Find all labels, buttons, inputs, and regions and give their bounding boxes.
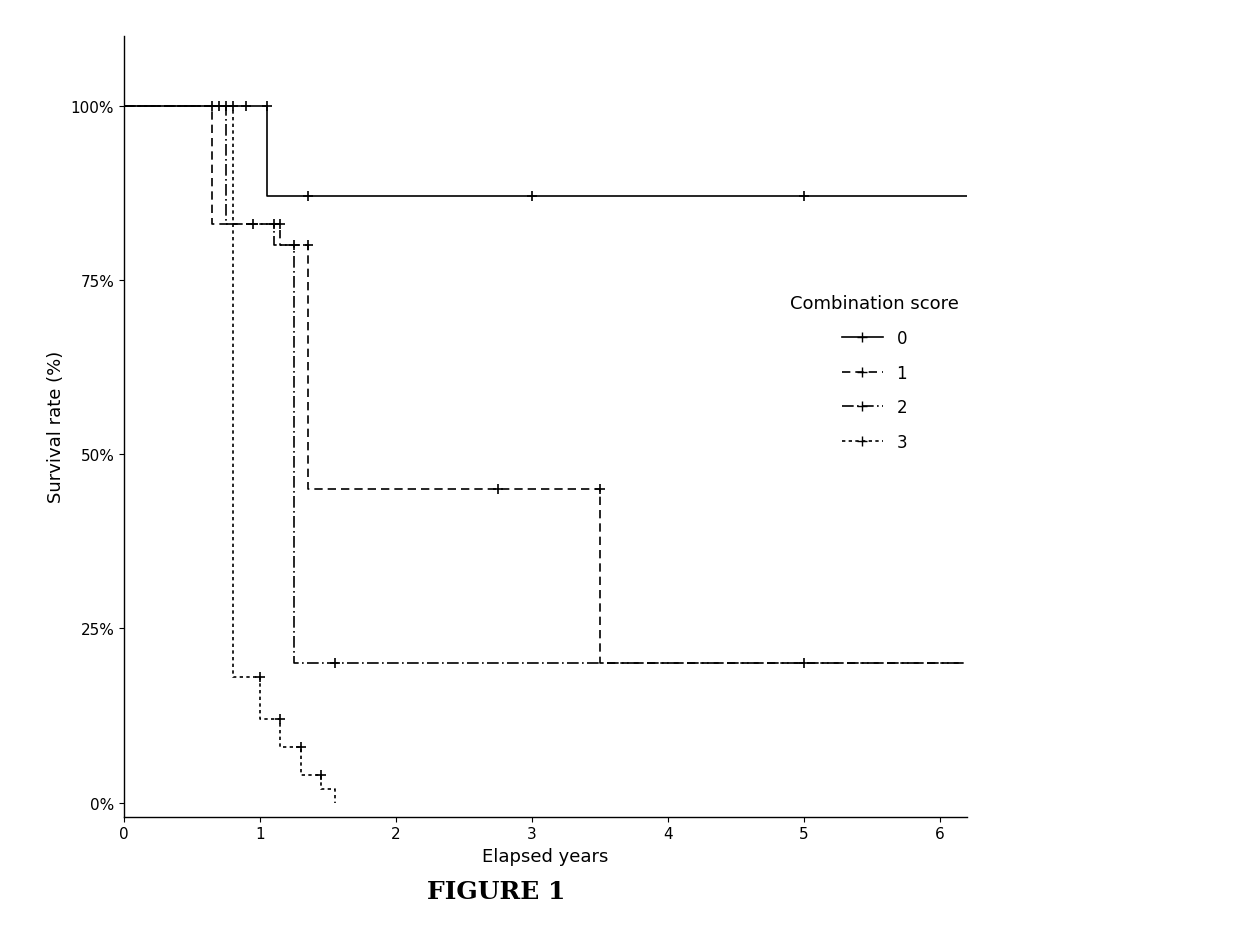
Legend: 0, 1, 2, 3: 0, 1, 2, 3 (790, 295, 959, 451)
Y-axis label: Survival rate (%): Survival rate (%) (47, 351, 66, 503)
Text: FIGURE 1: FIGURE 1 (427, 879, 565, 903)
X-axis label: Elapsed years: Elapsed years (482, 847, 609, 865)
